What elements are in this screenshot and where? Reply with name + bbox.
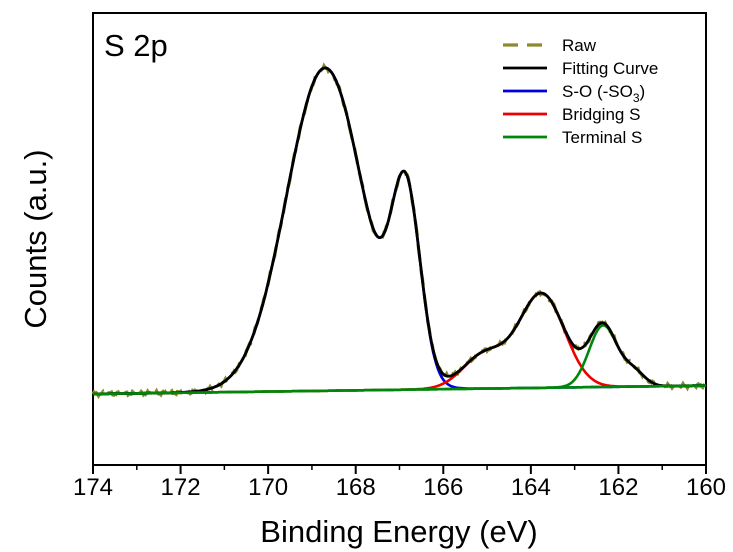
baseline-line — [93, 384, 706, 396]
legend-label: Raw — [562, 36, 597, 55]
x-tick-label: 164 — [511, 474, 551, 501]
x-tick-label: 162 — [598, 474, 638, 501]
legend-label: S-O (-SO3) — [562, 82, 645, 105]
bridging-s-line — [93, 291, 706, 396]
x-tick-label: 174 — [73, 474, 113, 501]
panel-label: S 2p — [104, 28, 168, 63]
legend-label: Fitting Curve — [562, 59, 658, 78]
plot-frame — [92, 12, 707, 466]
x-axis-title: Binding Energy (eV) — [260, 514, 537, 549]
legend-label: Terminal S — [562, 128, 642, 147]
x-tick-label: 172 — [161, 474, 201, 501]
legend: Raw Fitting Curve S-O (-SO3)Bridging S Term… — [503, 36, 658, 147]
x-tick-label: 170 — [248, 474, 288, 501]
x-tick-label: 168 — [336, 474, 376, 501]
y-axis-title: Counts (a.u.) — [18, 149, 53, 328]
legend-label: Bridging S — [562, 105, 640, 124]
x-tick-label: 160 — [686, 474, 726, 501]
curves-group — [91, 62, 708, 400]
x-tick-label: 166 — [423, 474, 463, 501]
x-axis-ticks: 174 172 170 168 166 164 162 160 — [73, 465, 726, 501]
